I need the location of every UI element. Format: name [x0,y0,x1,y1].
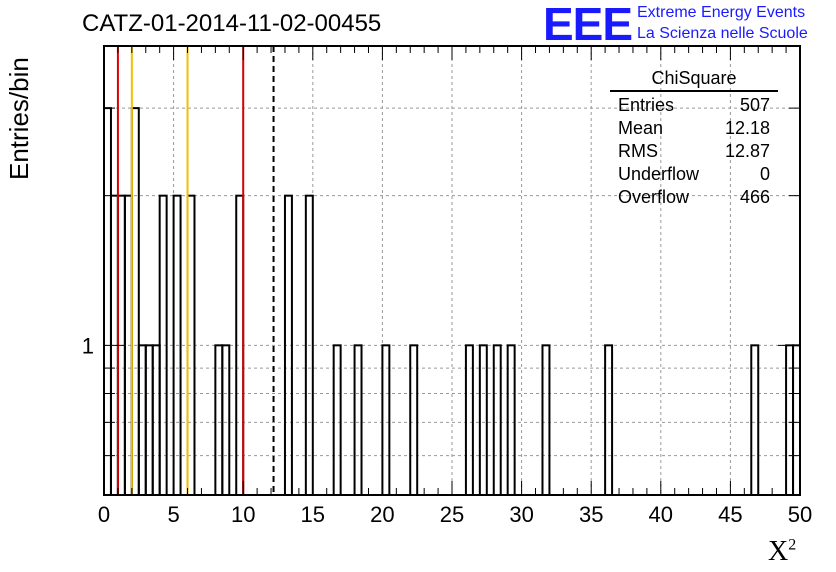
stats-value: 0 [759,164,770,184]
x-tick-label: 35 [579,502,603,527]
stats-row-underflow: Underflow 0 [610,163,778,186]
stats-label: Entries [618,95,675,115]
x-tick-label: 0 [98,502,110,527]
grid-lines [104,46,800,495]
histogram-bin [103,107,112,496]
chart-title: CATZ-01-2014-11-02-00455 [82,10,382,37]
stats-label: RMS [618,141,658,161]
logo-line-2: La Scienza nelle Scuole [637,25,808,42]
eee-logo: EEE [543,0,633,50]
x-tick-label: 40 [649,502,673,527]
x-axis-label-symbol: X [768,536,789,567]
stats-value: 466 [739,187,770,207]
y-tick-label: 1 [82,333,94,358]
stats-label: Mean [618,118,664,138]
stats-value: 12.18 [724,118,770,138]
stats-row-overflow: Overflow 466 [610,186,778,209]
x-tick-label: 45 [718,502,742,527]
stats-value: 12.87 [724,141,770,161]
axis-ticks [103,45,801,496]
stats-label: Overflow [618,187,690,207]
stats-row-mean: Mean 12.18 [610,117,778,140]
x-tick-label: 5 [167,502,179,527]
x-tick-label: 25 [440,502,464,527]
stats-row-rms: RMS 12.87 [610,140,778,163]
x-tick-label: 50 [788,502,812,527]
x-axis-label-superscript: 2 [788,536,797,554]
y-axis-label: Entries/bin [4,57,34,180]
stats-label: Underflow [618,164,700,184]
x-tick-label: 10 [231,502,255,527]
x-tick-label: 20 [370,502,394,527]
logo-line-1: Extreme Energy Events [637,4,806,21]
stats-box: ChiSquare Entries 507 Mean 12.18 RMS 12.87 … [610,68,778,209]
histogram-bin [130,107,140,496]
stats-row-entries: Entries 507 [610,94,778,117]
reference-lines [116,46,275,495]
x-tick-label: 30 [509,502,533,527]
x-axis-label: X2 [768,536,796,568]
tick-labels: 0 5 10 15 20 25 30 35 40 45 50 1 [82,333,812,527]
stats-value: 507 [739,95,770,115]
stats-title: ChiSquare [610,68,778,92]
x-tick-label: 15 [301,502,325,527]
